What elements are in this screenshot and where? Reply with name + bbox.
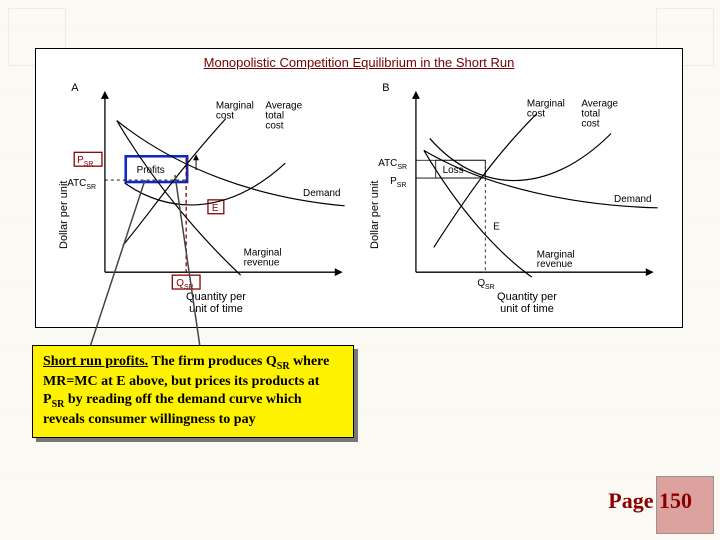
y-arrowhead — [101, 91, 109, 99]
figure-title: Monopolistic Competition Equilibrium in … — [36, 55, 682, 70]
mr-label-b: Marginalrevenue — [537, 249, 575, 270]
panel-b-xlabel: Quantity perunit of time — [472, 291, 582, 315]
x-arrowhead — [646, 268, 654, 276]
mc-label: Marginalcost — [216, 101, 254, 122]
psr-b-label: PSR — [390, 176, 406, 189]
panel-a-xlabel: Quantity perunit of time — [161, 291, 271, 315]
atcsr-group: ATCSR — [67, 178, 96, 191]
panel-a-chart: A PSR ATCSR Profits E — [56, 79, 351, 292]
note-sub2: SR — [52, 399, 65, 410]
mr-label: Marginalrevenue — [244, 247, 282, 268]
atcsr-b-label: ATCSR — [378, 158, 407, 171]
qsr-b-label: QSR — [477, 278, 494, 291]
mc-label-b: Marginalcost — [527, 99, 565, 120]
demand-label-b: Demand — [614, 194, 651, 205]
atc-label: Averagetotalcost — [265, 101, 302, 132]
panel-b-label: B — [382, 82, 389, 94]
e-label: E — [212, 203, 219, 214]
panel-b: Dollar per unit B Loss ATCSR PSR E QSR M… — [367, 79, 662, 292]
figure-frame: Monopolistic Competition Equilibrium in … — [35, 48, 683, 328]
profits-text: Profits — [137, 165, 165, 176]
note-intro: Short run profits. — [43, 354, 148, 369]
mr-curve-b — [424, 150, 532, 277]
note-sub1: SR — [277, 361, 290, 372]
psr-group: PSR — [74, 152, 102, 168]
loss-text: Loss — [443, 165, 464, 176]
demand-label: Demand — [303, 188, 340, 199]
note-t3: by reading off the demand curve which re… — [43, 392, 302, 427]
e-b-label: E — [493, 222, 500, 233]
mr-curve — [117, 121, 241, 276]
atc-label-b: Averagetotalcost — [581, 99, 618, 130]
panel-a: Dollar per unit A PSR ATCSR Profits — [56, 79, 351, 292]
note-box: Short run profits. The firm produces QSR… — [32, 345, 354, 438]
page-reference: Page 150 — [608, 488, 692, 514]
atcsr-label: ATCSR — [67, 178, 96, 191]
y-arrowhead — [412, 91, 420, 99]
panel-a-label: A — [71, 82, 79, 94]
note-t1: The firm produces Q — [148, 354, 277, 369]
x-arrowhead — [335, 268, 343, 276]
panel-b-chart: B Loss ATCSR PSR E QSR Marginalcost Aver… — [367, 79, 662, 292]
